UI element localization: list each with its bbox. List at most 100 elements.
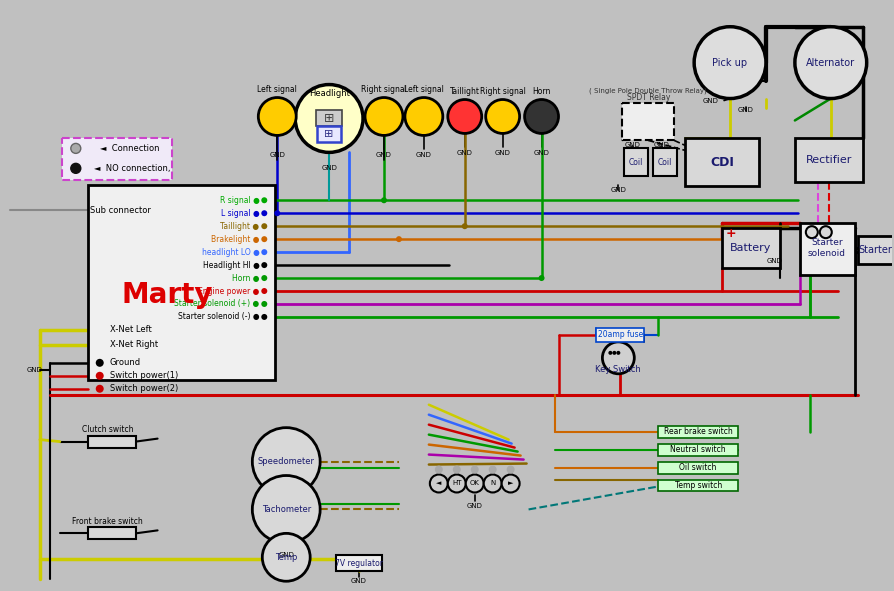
FancyBboxPatch shape <box>317 126 342 142</box>
Text: ◄  Connection: ◄ Connection <box>100 144 159 153</box>
Text: Key Switch: Key Switch <box>595 365 641 374</box>
Circle shape <box>261 262 267 268</box>
FancyBboxPatch shape <box>88 186 275 380</box>
Text: Right signal: Right signal <box>361 85 407 94</box>
Text: Speedometer: Speedometer <box>257 457 315 466</box>
Circle shape <box>96 359 104 367</box>
FancyBboxPatch shape <box>658 444 738 456</box>
Text: Front brake switch: Front brake switch <box>72 517 143 526</box>
Circle shape <box>96 385 104 393</box>
Text: Starter: Starter <box>859 245 892 255</box>
Text: Headlight: Headlight <box>308 89 350 98</box>
Text: ⊞: ⊞ <box>325 129 333 139</box>
Circle shape <box>71 144 80 154</box>
Text: Starter solenoid (+) ●: Starter solenoid (+) ● <box>174 300 259 309</box>
Text: N: N <box>490 480 495 486</box>
Circle shape <box>96 372 104 380</box>
Text: ◄: ◄ <box>436 480 442 486</box>
Text: GND: GND <box>376 152 392 158</box>
Text: headlight LO ●: headlight LO ● <box>201 248 259 256</box>
Text: ►: ► <box>508 480 513 486</box>
Text: Oil switch: Oil switch <box>679 463 717 472</box>
Circle shape <box>71 163 80 173</box>
Text: X-Net Left: X-Net Left <box>110 326 151 335</box>
Text: CDI: CDI <box>710 156 734 169</box>
FancyBboxPatch shape <box>800 223 855 275</box>
FancyBboxPatch shape <box>596 328 645 342</box>
Circle shape <box>262 533 310 581</box>
Text: Switch power(2): Switch power(2) <box>110 384 178 393</box>
Circle shape <box>612 351 616 355</box>
Circle shape <box>396 236 402 242</box>
Circle shape <box>471 466 478 473</box>
Circle shape <box>434 466 443 473</box>
Text: GND: GND <box>624 142 640 148</box>
Circle shape <box>295 85 363 152</box>
Text: +: + <box>726 227 737 240</box>
Text: Neutral switch: Neutral switch <box>670 445 726 454</box>
Text: GND: GND <box>738 108 754 113</box>
Text: Left signal: Left signal <box>257 85 297 94</box>
Text: Taillight ●: Taillight ● <box>220 222 259 230</box>
Circle shape <box>448 475 466 492</box>
Text: Pick up: Pick up <box>713 57 747 67</box>
Circle shape <box>452 466 460 473</box>
Text: GND: GND <box>351 578 367 584</box>
FancyBboxPatch shape <box>88 436 136 447</box>
Circle shape <box>609 351 612 355</box>
Text: Sub connector: Sub connector <box>89 206 150 215</box>
Circle shape <box>405 98 443 135</box>
Text: Starter solenoid (-) ●: Starter solenoid (-) ● <box>178 313 259 322</box>
Circle shape <box>261 275 267 281</box>
Text: Headlight HI ●: Headlight HI ● <box>203 261 259 269</box>
Text: GND: GND <box>767 258 783 264</box>
Text: ( Single Pole Double Throw Relay): ( Single Pole Double Throw Relay) <box>589 87 707 94</box>
Circle shape <box>261 197 267 203</box>
Circle shape <box>261 314 267 320</box>
Circle shape <box>462 223 468 229</box>
Circle shape <box>616 351 620 355</box>
Circle shape <box>261 223 267 229</box>
Circle shape <box>448 99 482 134</box>
Circle shape <box>381 197 387 203</box>
Text: GND: GND <box>269 152 285 158</box>
Text: GND: GND <box>27 367 43 373</box>
FancyBboxPatch shape <box>88 527 136 540</box>
Circle shape <box>261 236 267 242</box>
Text: GND: GND <box>457 150 473 157</box>
FancyBboxPatch shape <box>658 462 738 473</box>
FancyBboxPatch shape <box>316 111 342 126</box>
Text: Clutch switch: Clutch switch <box>82 425 133 434</box>
Circle shape <box>274 210 280 216</box>
Circle shape <box>430 475 448 492</box>
Circle shape <box>795 27 866 99</box>
Text: Temp switch: Temp switch <box>674 481 721 490</box>
FancyBboxPatch shape <box>62 138 172 180</box>
Text: Taillight: Taillight <box>450 87 480 96</box>
Text: Brakelight ●: Brakelight ● <box>211 235 259 243</box>
Text: Battery: Battery <box>730 243 772 253</box>
Text: Right signal: Right signal <box>480 87 526 96</box>
Text: Left signal: Left signal <box>404 85 443 94</box>
Circle shape <box>502 475 519 492</box>
FancyBboxPatch shape <box>622 102 674 141</box>
Text: L signal ●: L signal ● <box>221 209 259 217</box>
Text: GND: GND <box>416 152 432 158</box>
Circle shape <box>261 249 267 255</box>
Circle shape <box>538 275 544 281</box>
Circle shape <box>805 226 818 238</box>
Text: GND: GND <box>611 187 627 193</box>
Text: Horn ●: Horn ● <box>232 274 259 282</box>
Text: Starter
solenoid: Starter solenoid <box>808 238 846 258</box>
Text: Rectifier: Rectifier <box>805 155 852 165</box>
Text: Horn: Horn <box>532 87 551 96</box>
FancyBboxPatch shape <box>336 556 382 571</box>
Circle shape <box>489 466 497 473</box>
Text: Engine power ●: Engine power ● <box>198 287 259 296</box>
Text: X-Net Right: X-Net Right <box>110 340 158 349</box>
Text: HT: HT <box>452 480 461 486</box>
Circle shape <box>694 27 766 99</box>
Text: Rear brake switch: Rear brake switch <box>663 427 732 436</box>
Text: ◄  NO connection,: ◄ NO connection, <box>95 164 171 173</box>
Text: GND: GND <box>534 150 550 157</box>
